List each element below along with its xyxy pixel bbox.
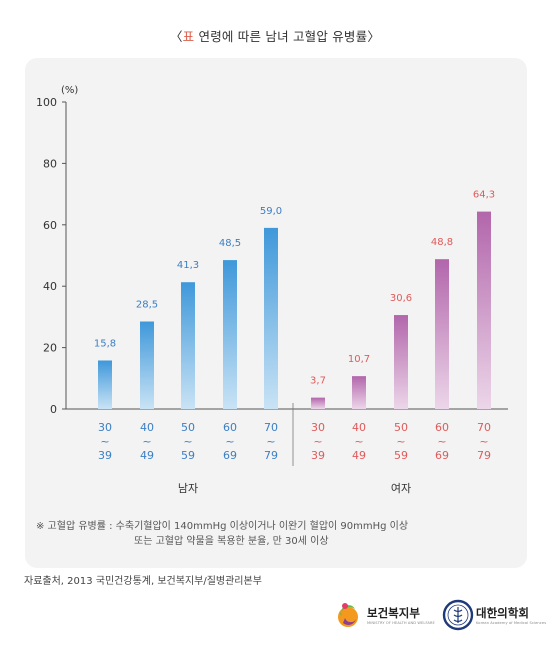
ministry-logo: 보건복지부 MINISTRY OF HEALTH AND WELFARE (333, 598, 435, 632)
data-source: 자료출처, 2013 국민건강통계, 보건복지부/질병관리본부 (24, 576, 262, 587)
x-tick-label: ~ (437, 435, 446, 448)
x-tick-label: ~ (266, 435, 275, 448)
footnote: ※ 고혈압 유병률 : 수축기혈압이 140mmHg 이상이거나 이완기 혈압이… (36, 519, 408, 549)
bar-value-label: 3,7 (310, 376, 326, 387)
bar (352, 376, 366, 409)
footnote-line-1: ※ 고혈압 유병률 : 수축기혈압이 140mmHg 이상이거나 이완기 혈압이… (36, 521, 409, 532)
x-tick-label: 39 (311, 449, 325, 462)
bar-value-label: 59,0 (260, 206, 282, 217)
x-tick-label: 40 (352, 421, 366, 434)
bar (98, 360, 112, 409)
title-text: 연령에 따른 남녀 고혈압 유병률 (194, 29, 368, 44)
x-tick-label: 40 (140, 421, 154, 434)
group-label: 여자 (391, 482, 411, 495)
x-tick-label: 50 (394, 421, 408, 434)
x-tick-label: 50 (181, 421, 195, 434)
x-tick-label: ~ (183, 435, 192, 448)
kams-name: 대한의학회 (476, 606, 529, 620)
bar (435, 259, 449, 409)
x-tick-label: 60 (223, 421, 237, 434)
x-tick-label: 49 (140, 449, 154, 462)
x-tick-label: ~ (100, 435, 109, 448)
x-tick-label: ~ (225, 435, 234, 448)
chart-title: 〈표 연령에 따른 남녀 고혈압 유병률〉 (0, 26, 550, 45)
bar-value-label: 48,5 (219, 238, 241, 249)
x-tick-label: 39 (98, 449, 112, 462)
bar-value-label: 10,7 (348, 354, 370, 365)
kams-seal-icon (442, 599, 474, 631)
x-tick-label: 59 (181, 449, 195, 462)
x-tick-label: 59 (394, 449, 408, 462)
x-tick-label: 60 (435, 421, 449, 434)
y-tick-label: 80 (43, 157, 57, 170)
x-tick-label: 70 (477, 421, 491, 434)
title-close-bracket: 〉 (367, 29, 381, 44)
y-tick-label: 20 (43, 342, 57, 355)
x-tick-label: 30 (98, 421, 112, 434)
bar (394, 315, 408, 409)
bar (181, 282, 195, 409)
bar-value-label: 41,3 (177, 260, 199, 271)
x-tick-label: 30 (311, 421, 325, 434)
ministry-name: 보건복지부 (367, 606, 420, 620)
bar-value-label: 15,8 (94, 338, 116, 349)
ministry-subtitle: MINISTRY OF HEALTH AND WELFARE (367, 621, 435, 625)
kams-subtitle: Korean Academy of Medical Sciences (476, 621, 547, 625)
bar-value-label: 28,5 (136, 300, 158, 311)
bar (223, 260, 237, 409)
footnote-line-2: 또는 고혈압 약물을 복용한 분율, 만 30세 이상 (134, 536, 329, 547)
y-tick-label: 40 (43, 280, 57, 293)
bar (140, 321, 154, 409)
bar (477, 211, 491, 409)
x-tick-label: 69 (223, 449, 237, 462)
x-tick-label: 79 (264, 449, 278, 462)
x-tick-label: ~ (479, 435, 488, 448)
x-tick-label: ~ (313, 435, 322, 448)
bar-value-label: 30,6 (390, 293, 412, 304)
bar (311, 397, 325, 409)
title-marker: 표 (182, 29, 195, 44)
y-axis-unit: (%) (61, 85, 78, 96)
x-tick-label: 69 (435, 449, 449, 462)
bar-value-label: 48,8 (431, 237, 453, 248)
kams-logo: 대한의학회 Korean Academy of Medical Sciences (442, 598, 546, 632)
y-tick-label: 100 (36, 96, 57, 109)
x-tick-label: 70 (264, 421, 278, 434)
x-tick-label: 79 (477, 449, 491, 462)
x-tick-label: ~ (354, 435, 363, 448)
title-open-bracket: 〈 (169, 29, 183, 44)
bar-value-label: 64,3 (473, 190, 495, 201)
group-label: 남자 (178, 482, 198, 495)
y-tick-label: 0 (50, 403, 57, 416)
ministry-emblem-icon (338, 603, 358, 627)
x-tick-label: ~ (396, 435, 405, 448)
y-tick-label: 60 (43, 219, 57, 232)
x-tick-label: 49 (352, 449, 366, 462)
bar (264, 227, 278, 409)
x-tick-label: ~ (142, 435, 151, 448)
